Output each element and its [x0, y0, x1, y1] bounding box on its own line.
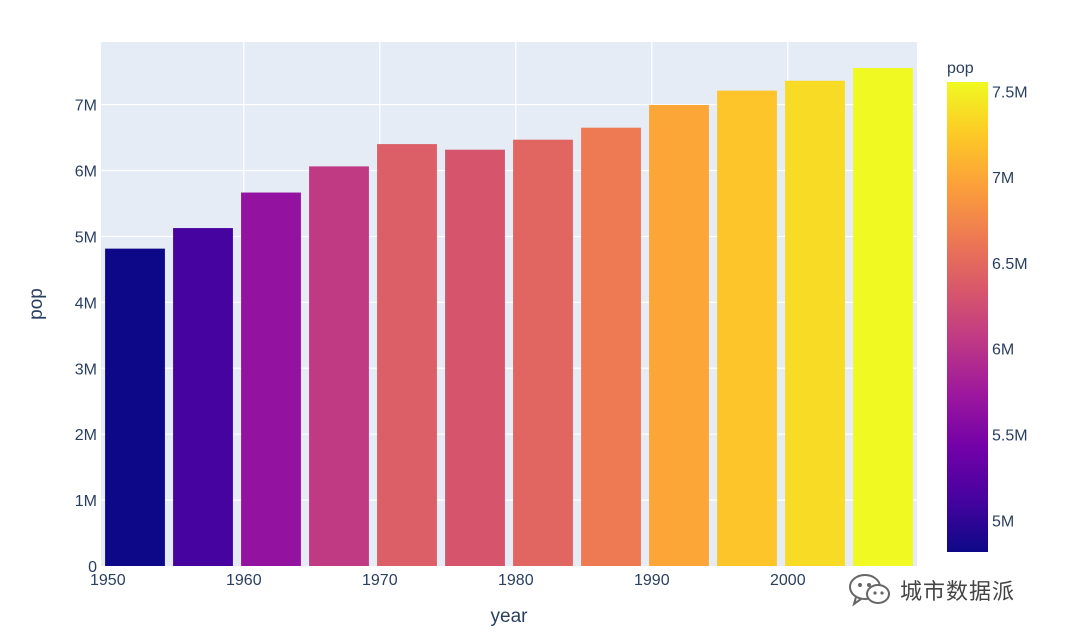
colorbar-tick-label: 7.5M [992, 84, 1028, 101]
y-tick-label: 5M [75, 229, 97, 246]
x-tick-label: 1990 [634, 572, 670, 589]
bar [649, 104, 709, 566]
colorbar-tick-label: 7M [992, 170, 1014, 187]
bar [309, 166, 369, 566]
colorbar-tick-label: 5M [992, 513, 1014, 530]
y-axis-ticks: 0 1M 2M 3M 4M 5M 6M 7M [75, 98, 97, 576]
bars [105, 68, 913, 567]
y-tick-label: 1M [75, 493, 97, 510]
wechat-icon [849, 574, 890, 607]
bar [581, 127, 641, 566]
x-tick-label: 1950 [90, 572, 126, 589]
bar [105, 248, 165, 566]
colorbar: pop 5M 5.5M 6M 6.5M 7M 7.5M [947, 60, 1028, 552]
x-tick-label: 1970 [362, 572, 398, 589]
colorbar-tick-label: 6.5M [992, 256, 1028, 273]
bar [717, 90, 777, 567]
bar [241, 192, 301, 566]
y-tick-label: 7M [75, 98, 97, 115]
plot-area [101, 42, 917, 566]
y-tick-label: 0 [88, 559, 97, 576]
colorbar-ticks: 5M 5.5M 6M 6.5M 7M 7.5M [992, 84, 1028, 530]
bar [513, 139, 573, 566]
bar [785, 80, 845, 566]
bar [445, 149, 505, 566]
y-tick-label: 4M [75, 295, 97, 312]
y-axis-title: pop [26, 288, 47, 320]
x-tick-label: 2000 [770, 572, 806, 589]
y-tick-label: 6M [75, 164, 97, 181]
colorbar-gradient [947, 82, 988, 552]
bar [173, 228, 233, 566]
watermark: 城市数据派 [848, 566, 1015, 614]
x-tick-label: 1960 [226, 572, 262, 589]
bar [853, 68, 913, 566]
colorbar-tick-label: 5.5M [992, 428, 1028, 445]
x-tick-label: 1980 [498, 572, 534, 589]
colorbar-tick-label: 6M [992, 342, 1014, 359]
bar [377, 144, 437, 567]
colorbar-title: pop [947, 60, 974, 77]
x-axis-title: year [491, 606, 529, 627]
watermark-text: 城市数据派 [900, 580, 1016, 605]
x-axis-ticks: 1950 1960 1970 1980 1990 2000 [90, 572, 806, 589]
y-tick-label: 3M [75, 361, 97, 378]
y-tick-label: 2M [75, 427, 97, 444]
